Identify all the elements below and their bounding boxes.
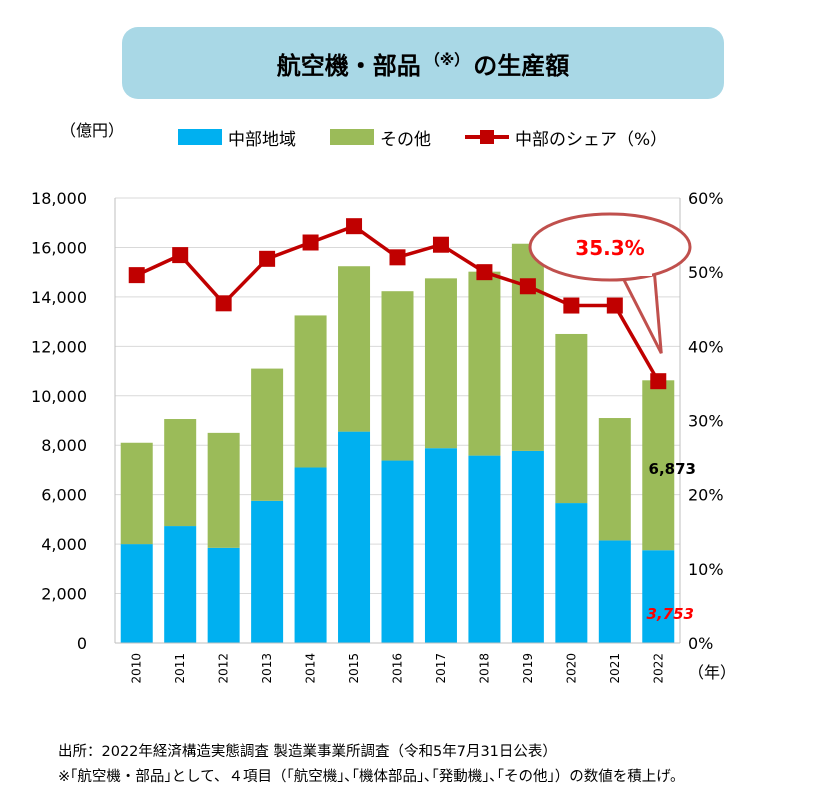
bar-other	[120, 442, 153, 545]
y-left-tick-label: 4,000	[41, 535, 87, 554]
x-tick-label: 2011	[173, 653, 187, 684]
share-marker	[259, 250, 276, 267]
x-tick-label: 2020	[564, 653, 578, 684]
bar-chubu	[642, 550, 675, 643]
legend-label-other: その他	[380, 129, 431, 150]
legend-swatch-other	[330, 129, 374, 145]
bar-other	[251, 368, 284, 501]
bar-chubu	[424, 448, 457, 643]
y-left-tick-label: 12,000	[31, 337, 87, 356]
legend-item-other: その他	[330, 125, 431, 150]
bar-other	[642, 380, 675, 551]
title-note: （※）	[424, 50, 470, 69]
share-marker	[302, 234, 319, 251]
legend-label-chubu: 中部地域	[228, 129, 296, 150]
share-marker	[519, 278, 536, 295]
bar-chubu	[468, 455, 501, 643]
bar-chubu	[338, 431, 371, 643]
bar-other	[511, 243, 544, 451]
x-tick-label: 2014	[304, 653, 318, 684]
callout-ellipse	[528, 212, 692, 282]
x-tick-label: 2018	[477, 653, 491, 684]
legend-item-chubu: 中部地域	[178, 125, 296, 150]
footer-source: 出所：2022年経済構造実態調査 製造業事業所調査（令和5年7月31日公表）	[58, 744, 557, 760]
share-marker	[389, 249, 406, 266]
bar-chubu	[381, 460, 414, 643]
legend-label-share: 中部のシェア（%）	[515, 129, 668, 150]
bar-other	[164, 419, 197, 527]
legend-swatch-chubu	[178, 129, 222, 145]
y-left-tick-label: 2,000	[41, 585, 87, 604]
legend: 中部地域 その他 中部のシェア（%）	[178, 124, 701, 150]
y-right-tick-label: 10%	[688, 560, 724, 579]
bar-chubu	[251, 500, 284, 643]
bar-chubu	[555, 503, 588, 643]
y-left-tick-label: 16,000	[31, 238, 87, 257]
y-right-tick-label: 0%	[688, 634, 713, 653]
legend-item-share: 中部のシェア（%）	[465, 125, 667, 150]
legend-line-marker	[465, 129, 509, 145]
bar-other	[468, 271, 501, 456]
chart-plot: 18,000 16,000 14,000 12,000 10,000 8,000 6,000…	[31, 189, 724, 684]
y-right-tick-label: 30%	[688, 412, 724, 431]
y-right-tick-label: 20%	[688, 486, 724, 505]
bar-other	[207, 432, 240, 548]
x-tick-label: 2016	[391, 653, 405, 684]
y-left-tick-label: 8,000	[41, 436, 87, 455]
x-tick-label: 2019	[521, 653, 535, 684]
title-main: 航空機・部品	[276, 51, 421, 80]
bar-other	[598, 418, 631, 541]
share-marker	[563, 297, 580, 314]
share-marker	[346, 218, 363, 235]
y-left-tick-label: 14,000	[31, 288, 87, 307]
left-axis-unit: （億円）	[60, 121, 125, 140]
share-marker	[172, 247, 189, 264]
callout-joint	[618, 266, 652, 276]
x-tick-label: 2015	[347, 653, 361, 684]
x-tick-label: 2010	[130, 653, 144, 684]
y-left-tick-label: 10,000	[31, 387, 87, 406]
bar-other	[555, 333, 588, 504]
y-left-tick-label: 0	[77, 634, 87, 653]
y-right-tick-label: 60%	[688, 189, 724, 208]
x-tick-label: 2021	[608, 653, 622, 684]
y-left-tick-label: 18,000	[31, 189, 87, 208]
share-marker	[606, 297, 623, 314]
x-tick-label: 2013	[260, 653, 274, 684]
bar-chubu	[598, 540, 631, 643]
bar-chubu	[207, 547, 240, 643]
callout-pointer	[620, 267, 663, 354]
y-right-tick-label: 40%	[688, 337, 724, 356]
share-marker	[128, 267, 145, 284]
bar-other	[381, 291, 414, 461]
bar-other	[294, 315, 327, 468]
x-tick-label: 2012	[217, 653, 231, 684]
bar-chubu	[120, 544, 153, 643]
data-label-other-2022: 6,873	[649, 460, 696, 478]
share-marker	[215, 295, 232, 312]
share-marker	[650, 373, 667, 390]
x-axis-unit: （年）	[688, 663, 737, 682]
bar-chubu	[511, 450, 544, 643]
bar-chubu	[164, 526, 197, 643]
bar-other	[338, 266, 371, 432]
share-callout-label: 35.3%	[575, 236, 644, 260]
x-tick-label: 2022	[651, 653, 665, 684]
footer-note: ※｢航空機・部品｣として、４項目（｢航空機｣､｢機体部品｣､｢発動機｣､｢その他…	[58, 769, 685, 785]
x-tick-label: 2017	[434, 653, 448, 684]
y-right-tick-label: 50%	[688, 263, 724, 282]
title-suffix: の生産額	[473, 51, 570, 80]
bar-chubu	[294, 467, 327, 643]
bar-other	[424, 278, 457, 449]
share-marker	[432, 236, 449, 253]
share-marker	[476, 264, 493, 281]
chart-title-box: 航空機・部品 （※） の生産額	[122, 27, 724, 99]
chart-title: 航空機・部品 （※） の生産額	[277, 46, 570, 81]
data-label-chubu-2022: 3,753	[647, 605, 694, 623]
y-left-tick-label: 6,000	[41, 486, 87, 505]
